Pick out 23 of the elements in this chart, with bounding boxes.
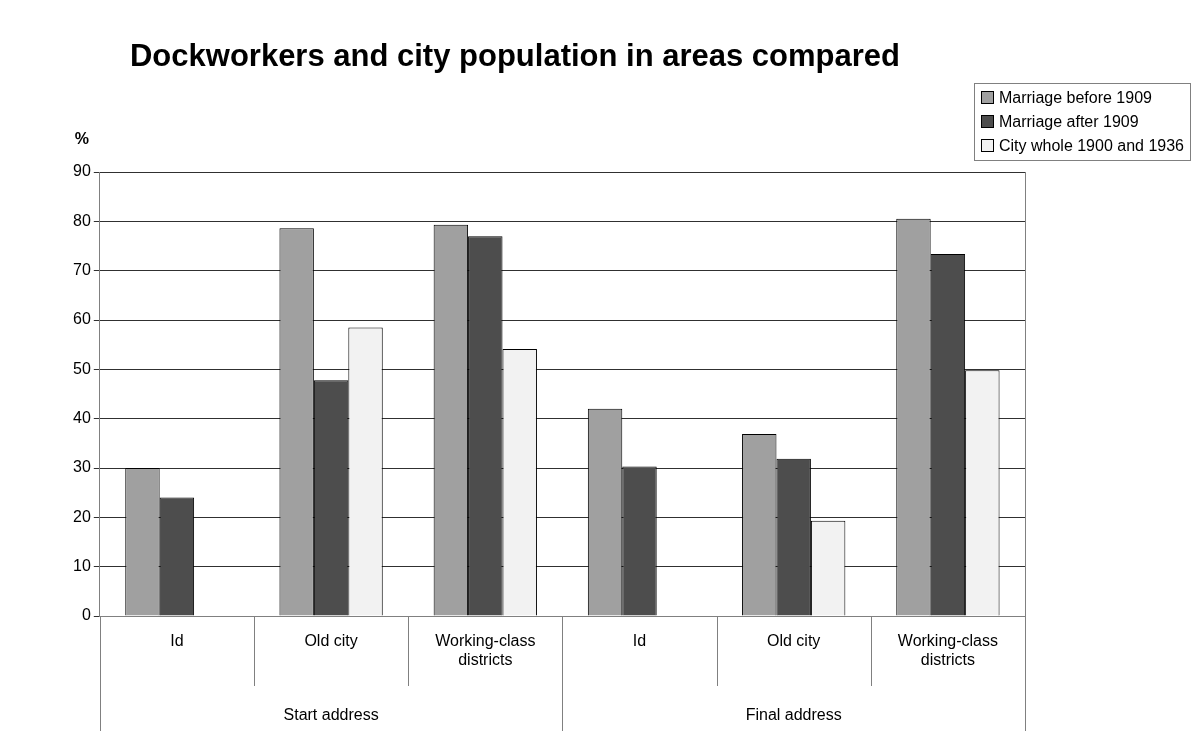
legend-label: Marriage before 1909 xyxy=(998,89,1152,106)
x-tick-label: Working-class districts xyxy=(897,632,998,669)
text: Start address xyxy=(283,706,379,724)
y-tick-label: 10 xyxy=(73,557,91,575)
y-tick-label: 20 xyxy=(73,507,91,525)
y-tick-label: 70 xyxy=(73,261,91,279)
text: City whole 1900 and 1936 xyxy=(998,137,1184,154)
text: Final address xyxy=(745,706,842,724)
x-tick-label: Old city xyxy=(767,632,821,650)
chart-title: Dockworkers and city population in areas compared xyxy=(128,38,902,74)
x-tick-label: Id xyxy=(170,632,184,650)
y-tick-label: 30 xyxy=(73,458,91,476)
x-tick-label: Working-class districts xyxy=(435,632,536,669)
legend-label: Marriage after 1909 xyxy=(998,113,1139,130)
y-tick-label: 60 xyxy=(73,310,91,328)
y-tick-label: 80 xyxy=(73,211,91,229)
y-tick-label: 40 xyxy=(73,409,91,427)
x-tick-label: Id xyxy=(632,632,647,650)
y-axis-title: % xyxy=(74,130,89,148)
y-tick-label: 50 xyxy=(73,359,91,377)
y-tick-label: 0 xyxy=(81,606,91,624)
x-tick-label: Old city xyxy=(304,632,358,650)
y-tick-label: 90 xyxy=(73,162,91,180)
